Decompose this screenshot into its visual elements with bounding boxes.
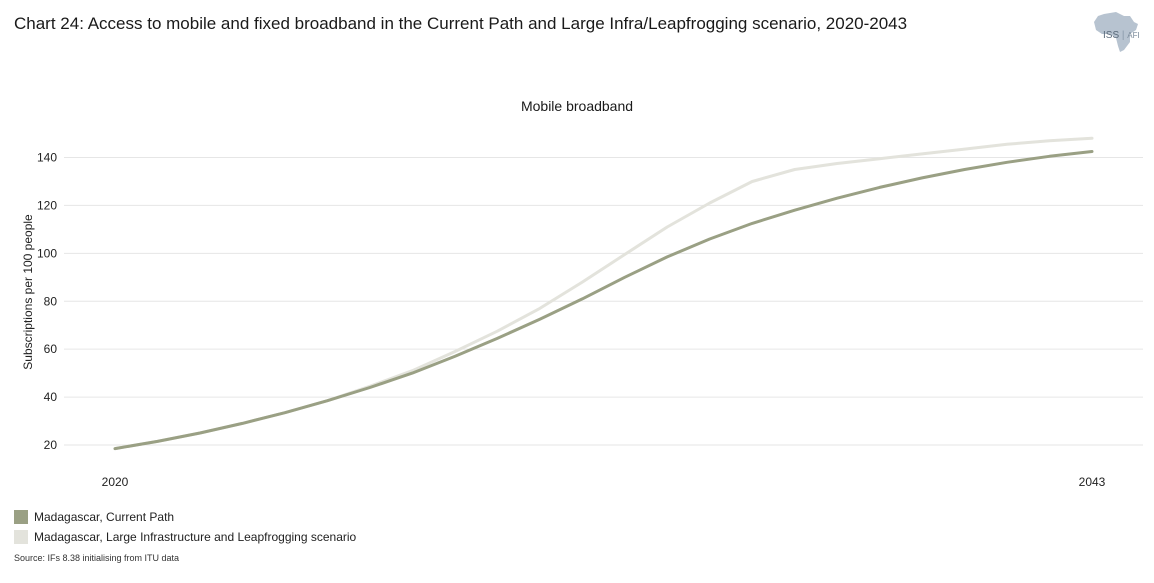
- y-tick-label: 140: [37, 151, 57, 165]
- source-note: Source: IFs 8.38 initialising from ITU d…: [14, 553, 180, 563]
- y-tick-label: 120: [37, 198, 57, 212]
- y-tick-labels: 20 40 60 80 100 120 140: [37, 151, 57, 453]
- legend: Madagascar, Current Path Madagascar, Lar…: [14, 507, 356, 547]
- line-chart: 20 40 60 80 100 120 140 2020 2043 Subscriptions…: [21, 136, 1143, 489]
- y-tick-label: 80: [44, 294, 58, 308]
- y-tick-label: 100: [37, 246, 57, 260]
- legend-item-current-path[interactable]: Madagascar, Current Path: [14, 507, 356, 527]
- x-tick-labels: 2020 2043: [102, 475, 1106, 489]
- africa-map-icon: [1094, 12, 1138, 52]
- legend-item-large-infra[interactable]: Madagascar, Large Infrastructure and Lea…: [14, 527, 356, 547]
- series-lines: [113, 136, 1094, 451]
- logo-text: ISS | AFI: [1103, 30, 1140, 41]
- chart-title: Mobile broadband: [520, 98, 634, 114]
- y-tick-label: 40: [44, 390, 58, 404]
- x-tick-label: 2043: [1079, 475, 1106, 489]
- series-line-large-infra: [113, 136, 1094, 451]
- y-tick-label: 60: [44, 342, 58, 356]
- gridlines: [64, 157, 1143, 446]
- legend-label-current-path: Madagascar, Current Path: [34, 510, 175, 524]
- legend-swatch-large-infra: [14, 530, 28, 544]
- y-axis-label: Subscriptions per 100 people: [21, 214, 35, 370]
- series-line-current-path: [113, 150, 1094, 451]
- x-tick-label: 2020: [102, 475, 129, 489]
- legend-label-large-infra: Madagascar, Large Infrastructure and Lea…: [34, 530, 357, 544]
- logo-main: ISS: [1103, 30, 1120, 41]
- logo-sub: AFI: [1127, 31, 1140, 40]
- y-tick-label: 20: [44, 438, 58, 452]
- chart-main-title: Chart 24: Access to mobile and fixed bro…: [14, 14, 908, 33]
- legend-swatch-current-path: [14, 510, 28, 524]
